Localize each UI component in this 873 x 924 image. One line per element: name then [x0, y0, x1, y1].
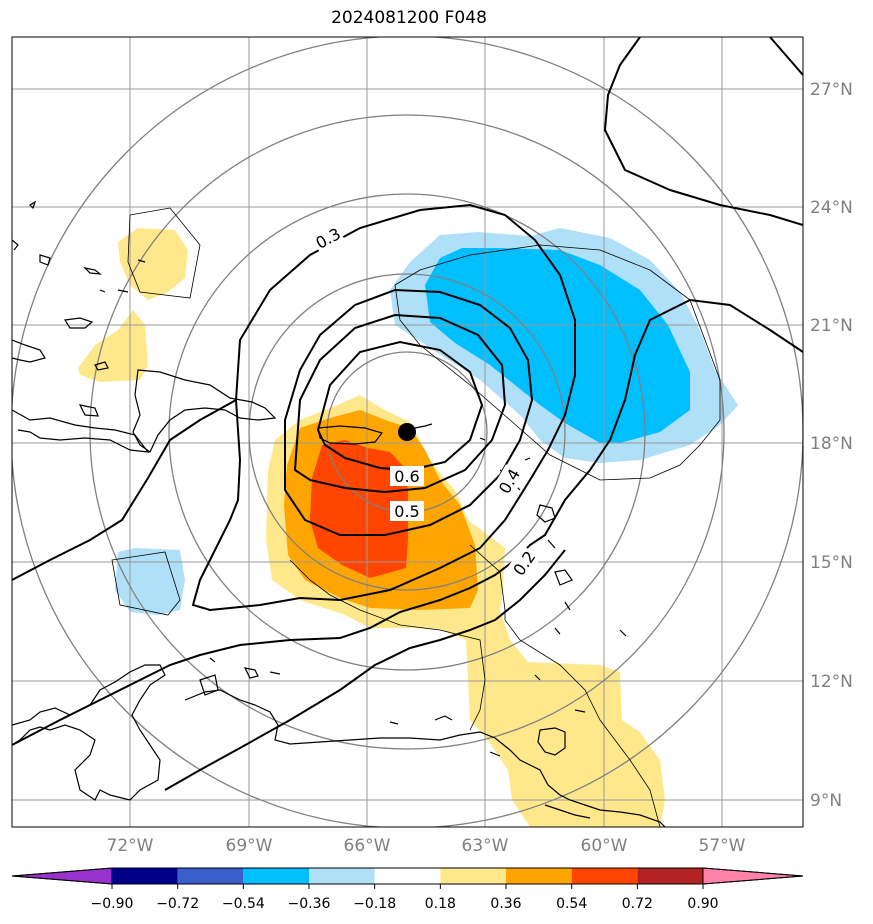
map-title: 2024081200 F048 [331, 8, 487, 28]
map-area [12, 37, 803, 827]
colorbar-tick-label: −0.90 [91, 896, 134, 912]
lat-label: 12°N [810, 672, 853, 692]
colorbar-segment [440, 868, 506, 884]
coastlines [12, 200, 666, 827]
map-frame [11, 36, 804, 828]
lat-label: 18°N [810, 434, 853, 454]
lat-label: 15°N [810, 553, 853, 573]
colorbar-tick-label: −0.18 [353, 896, 396, 912]
colorbar-segment [637, 868, 703, 884]
colorbar-extend-low [11, 867, 113, 885]
thin-contours [111, 207, 721, 827]
lon-label: 60°W [581, 836, 628, 856]
storm-center-marker [398, 423, 416, 441]
lon-label: 57°W [699, 836, 746, 856]
contour-label-0-6: 0.6 [394, 467, 419, 486]
colorbar-extend-high [702, 867, 804, 885]
colorbar-segment [309, 868, 375, 884]
lon-label: 63°W [462, 836, 509, 856]
lat-label: 24°N [810, 198, 853, 218]
colorbar-tick-label: −0.36 [288, 896, 331, 912]
colorbar-segment [374, 868, 441, 884]
colorbar: −0.90 −0.72 −0.54 −0.36 −0.18 0.18 0.36 0.54 0.7… [11, 867, 804, 912]
colorbar-tick-label: −0.72 [156, 896, 199, 912]
colorbar-tick-label: −0.54 [222, 896, 265, 912]
colorbar-segment [243, 868, 309, 884]
latitude-labels: 27°N 24°N 21°N 18°N 15°N 12°N 9°N [810, 80, 853, 811]
lat-label: 9°N [810, 791, 842, 811]
colorbar-tick-label: 0.90 [687, 896, 718, 912]
lat-label: 21°N [810, 316, 853, 336]
bold-contours [12, 37, 803, 791]
colorbar-tick-label: 0.36 [490, 896, 521, 912]
colorbar-segment [571, 868, 638, 884]
lon-label: 66°W [344, 836, 391, 856]
contour-label-0-5: 0.5 [394, 502, 419, 521]
colorbar-segment [506, 868, 572, 884]
colorbar-segment [177, 868, 244, 884]
lon-label: 69°W [226, 836, 273, 856]
graticule [12, 37, 803, 827]
longitude-labels: 72°W 69°W 66°W 63°W 60°W 57°W [107, 836, 746, 856]
colorbar-tick-label: 0.18 [425, 896, 456, 912]
colorbar-tick-label: 0.54 [556, 896, 587, 912]
colorbar-tick-label: 0.72 [622, 896, 653, 912]
colorbar-segment [112, 868, 178, 884]
lon-label: 72°W [107, 836, 154, 856]
lat-label: 27°N [810, 80, 853, 100]
negative-anomaly-shading [115, 228, 738, 615]
